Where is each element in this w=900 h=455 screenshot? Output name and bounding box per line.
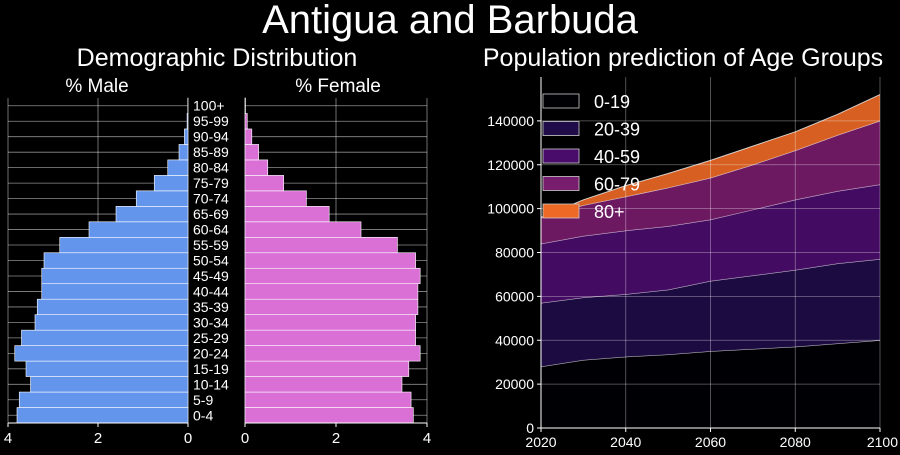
male-bar-65-69 bbox=[116, 206, 188, 221]
legend-label-20-39: 20-39 bbox=[594, 120, 640, 140]
female-bar-65-69 bbox=[245, 206, 329, 221]
female-bar-chart: 0 2 4 bbox=[241, 98, 431, 447]
male-bar-5-9 bbox=[19, 392, 188, 407]
age-label-25-29: 25-29 bbox=[193, 330, 229, 346]
figure-suptitle: Antigua and Barbuda bbox=[262, 0, 639, 42]
male-bar-45-49 bbox=[42, 268, 188, 283]
legend-swatch-20-39 bbox=[543, 122, 579, 136]
age-label-0-4: 0-4 bbox=[193, 407, 213, 423]
age-label-55-59: 55-59 bbox=[193, 237, 229, 253]
female-bar-0-4 bbox=[245, 408, 413, 423]
y-tick-label: 120000 bbox=[487, 157, 534, 173]
age-label-15-19: 15-19 bbox=[193, 361, 229, 377]
female-bar-35-39 bbox=[245, 299, 418, 314]
age-label-35-39: 35-39 bbox=[193, 299, 229, 315]
pyramid-title: Demographic Distribution bbox=[77, 44, 358, 72]
age-label-90-94: 90-94 bbox=[193, 129, 229, 145]
female-subtitle: % Female bbox=[295, 76, 381, 97]
x-tick-label: 2100 bbox=[867, 434, 898, 450]
x-tick-label: 0 bbox=[241, 430, 249, 447]
legend-swatch-0-19 bbox=[543, 94, 579, 108]
male-bar-60-64 bbox=[89, 222, 188, 237]
male-bar-55-59 bbox=[60, 237, 188, 252]
male-bar-10-14 bbox=[31, 377, 189, 392]
age-label-45-49: 45-49 bbox=[193, 268, 229, 284]
x-tick-label: 0 bbox=[184, 430, 192, 447]
female-bar-75-79 bbox=[245, 175, 284, 190]
x-tick-label: 2060 bbox=[695, 434, 726, 450]
x-tick-label: 2 bbox=[332, 430, 340, 447]
female-bar-60-64 bbox=[245, 222, 361, 237]
female-bar-90-94 bbox=[245, 129, 252, 144]
x-tick-label: 2 bbox=[94, 430, 102, 447]
female-bar-80-84 bbox=[245, 160, 268, 175]
female-bar-85-89 bbox=[245, 144, 259, 159]
female-bar-50-54 bbox=[245, 253, 416, 268]
age-label-100+: 100+ bbox=[193, 98, 225, 114]
age-label-65-69: 65-69 bbox=[193, 206, 229, 222]
age-label-80-84: 80-84 bbox=[193, 160, 229, 176]
legend-swatch-80+ bbox=[543, 204, 579, 218]
female-bar-15-19 bbox=[245, 361, 409, 376]
male-bar-0-4 bbox=[17, 408, 188, 423]
male-bar-95-99 bbox=[187, 113, 188, 128]
age-label-5-9: 5-9 bbox=[193, 392, 213, 408]
age-label-10-14: 10-14 bbox=[193, 376, 229, 392]
male-bar-chart: 4 2 0 bbox=[4, 98, 192, 447]
age-group-labels: 0-45-910-1415-1920-2425-2930-3435-3940-4… bbox=[193, 98, 229, 424]
legend-label-0-19: 0-19 bbox=[594, 92, 630, 112]
y-tick-label: 100000 bbox=[487, 201, 534, 217]
male-bar-30-34 bbox=[35, 315, 188, 330]
female-bar-30-34 bbox=[245, 315, 416, 330]
x-tick-label: 2040 bbox=[610, 434, 641, 450]
legend-label-80+: 80+ bbox=[594, 202, 625, 222]
area-title: Population prediction of Age Groups bbox=[483, 44, 883, 72]
x-tick-label: 2080 bbox=[780, 434, 811, 450]
female-bar-55-59 bbox=[245, 237, 397, 252]
age-label-95-99: 95-99 bbox=[193, 113, 229, 129]
male-bar-75-79 bbox=[154, 175, 188, 190]
male-subtitle: % Male bbox=[65, 76, 128, 97]
legend-swatch-40-59 bbox=[543, 149, 579, 163]
age-label-40-44: 40-44 bbox=[193, 283, 229, 299]
age-label-70-74: 70-74 bbox=[193, 191, 229, 207]
y-tick-label: 40000 bbox=[495, 332, 534, 348]
male-bar-90-94 bbox=[184, 129, 188, 144]
population-area-chart: 0200004000060000800001000001200001400002… bbox=[487, 77, 898, 450]
male-bar-15-19 bbox=[26, 361, 188, 376]
female-bar-70-74 bbox=[245, 191, 306, 206]
age-label-85-89: 85-89 bbox=[193, 144, 229, 160]
female-bar-25-29 bbox=[245, 330, 416, 345]
female-bar-10-14 bbox=[245, 377, 402, 392]
y-tick-label: 20000 bbox=[495, 376, 534, 392]
male-bar-80-84 bbox=[168, 160, 188, 175]
male-bar-50-54 bbox=[44, 253, 188, 268]
female-bar-40-44 bbox=[245, 284, 418, 299]
age-label-50-54: 50-54 bbox=[193, 253, 229, 269]
male-bar-35-39 bbox=[37, 299, 188, 314]
age-label-30-34: 30-34 bbox=[193, 314, 229, 330]
male-bar-20-24 bbox=[15, 346, 188, 361]
legend-label-60-79: 60-79 bbox=[594, 175, 640, 195]
male-bar-85-89 bbox=[179, 144, 188, 159]
male-bar-70-74 bbox=[136, 191, 188, 206]
female-bar-95-99 bbox=[245, 113, 247, 128]
age-label-60-64: 60-64 bbox=[193, 222, 229, 238]
x-tick-label: 4 bbox=[423, 430, 431, 447]
age-label-75-79: 75-79 bbox=[193, 175, 229, 191]
y-tick-label: 80000 bbox=[495, 245, 534, 261]
y-tick-label: 140000 bbox=[487, 113, 534, 129]
female-bar-20-24 bbox=[245, 346, 420, 361]
male-bar-40-44 bbox=[42, 284, 188, 299]
legend-swatch-60-79 bbox=[543, 177, 579, 191]
female-bar-5-9 bbox=[245, 392, 411, 407]
legend-label-40-59: 40-59 bbox=[594, 147, 640, 167]
male-bar-25-29 bbox=[22, 330, 189, 345]
y-tick-label: 60000 bbox=[495, 288, 534, 304]
x-tick-label: 2020 bbox=[525, 434, 556, 450]
x-tick-label: 4 bbox=[4, 430, 12, 447]
age-label-20-24: 20-24 bbox=[193, 345, 229, 361]
female-bar-45-49 bbox=[245, 268, 420, 283]
